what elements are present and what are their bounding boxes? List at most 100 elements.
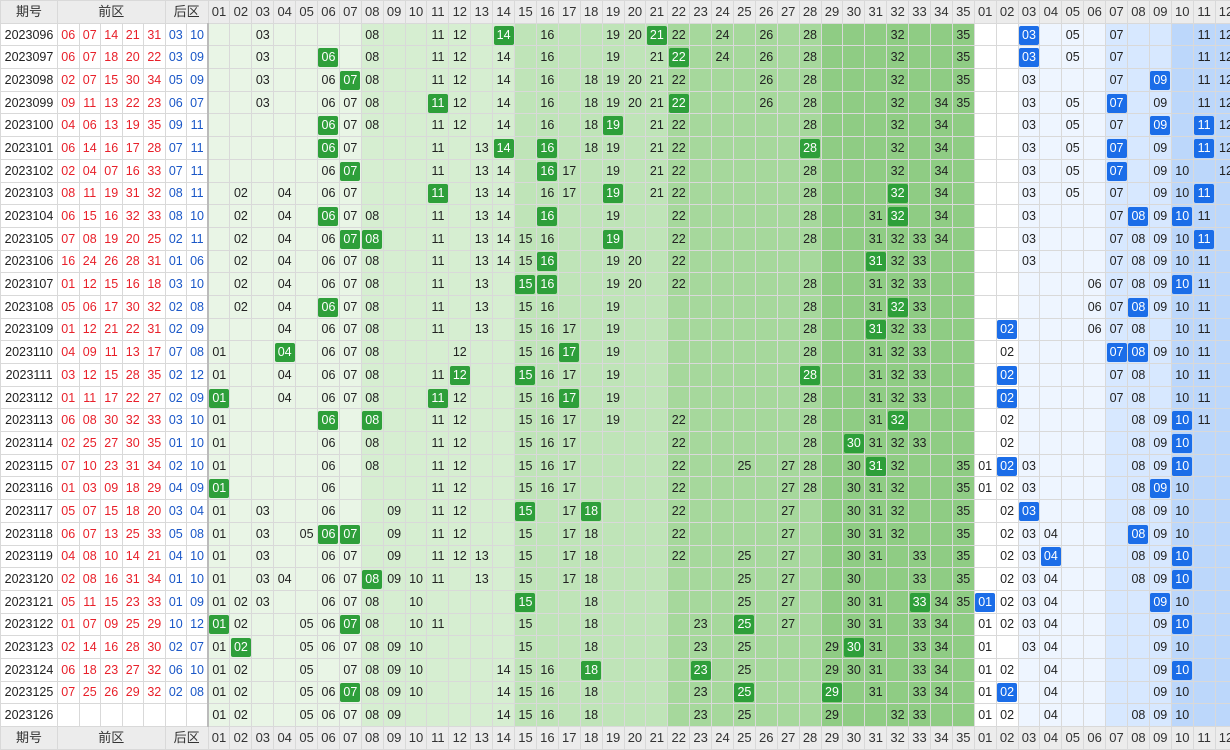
front-trend-cell xyxy=(624,590,646,613)
front-ball: 23 xyxy=(101,454,123,477)
front-trend-cell xyxy=(230,46,252,69)
front-ball: 21 xyxy=(122,23,144,46)
front-trend-cell xyxy=(646,613,668,636)
front-trend-cell: 31 xyxy=(865,386,887,409)
front-trend-cell xyxy=(339,46,361,69)
front-trend-cell xyxy=(777,432,799,455)
back-trend-cell: 11 xyxy=(1193,137,1215,160)
front-trend-cell: 01 xyxy=(208,704,230,727)
front-trend-cell xyxy=(690,250,712,273)
front-ball: 19 xyxy=(101,182,123,205)
front-trend-cell xyxy=(930,46,952,69)
front-trend-number: 09 xyxy=(387,549,401,563)
front-trend-cell xyxy=(383,227,405,250)
front-trend-number: 28 xyxy=(803,459,817,473)
back-trend-cell: 08 xyxy=(1127,432,1149,455)
front-trend-cell xyxy=(755,295,777,318)
front-hit-marker: 15 xyxy=(515,593,535,612)
front-trend-cell xyxy=(865,704,887,727)
front-trend-number: 11 xyxy=(431,277,444,291)
back-trend-cell: 09 xyxy=(1149,545,1171,568)
front-trend-cell xyxy=(427,704,449,727)
front-trend-number: 15 xyxy=(519,254,533,268)
front-trend-cell xyxy=(602,432,624,455)
front-trend-number: 30 xyxy=(847,527,861,541)
front-hit-marker: 28 xyxy=(800,139,820,158)
front-trend-cell: 07 xyxy=(339,386,361,409)
back-trend-number: 04 xyxy=(1044,617,1058,631)
front-trend-cell: 03 xyxy=(252,23,274,46)
front-trend-cell: 03 xyxy=(252,545,274,568)
front-trend-cell xyxy=(755,590,777,613)
front-trend-cell xyxy=(843,46,865,69)
front-ball xyxy=(122,704,144,727)
front-trend-cell: 04 xyxy=(274,273,296,296)
front-trend-cell xyxy=(361,137,383,160)
front-trend-number: 33 xyxy=(913,663,927,677)
back-trend-cell xyxy=(996,636,1018,659)
front-trend-cell xyxy=(843,341,865,364)
front-trend-cell xyxy=(274,46,296,69)
back-trend-number: 12 xyxy=(1219,28,1230,42)
back-trend-cell xyxy=(1127,159,1149,182)
back-trend-cell xyxy=(974,182,996,205)
back-trend-cell xyxy=(1018,658,1040,681)
back-trend-number: 12 xyxy=(1219,141,1230,155)
front-ball: 07 xyxy=(58,227,80,250)
front-ball: 12 xyxy=(79,364,101,387)
front-trend-cell xyxy=(624,704,646,727)
back-trend-cell: 02 xyxy=(996,409,1018,432)
front-trend-number: 13 xyxy=(475,254,489,268)
front-trend-number: 03 xyxy=(256,50,270,64)
front-trend-cell: 06 xyxy=(318,409,340,432)
front-trend-cell: 15 xyxy=(515,341,537,364)
front-trend-cell xyxy=(952,636,974,659)
front-trend-cell: 07 xyxy=(339,568,361,591)
front-trend-cell xyxy=(558,590,580,613)
front-trend-cell xyxy=(843,227,865,250)
front-trend-cell xyxy=(558,250,580,273)
back-trend-number: 02 xyxy=(1000,572,1014,586)
front-trend-number: 16 xyxy=(540,459,554,473)
back-trend-cell: 11 xyxy=(1193,114,1215,137)
back-trend-cell xyxy=(1215,477,1230,500)
front-trend-cell xyxy=(296,114,318,137)
back-trend-cell: 06 xyxy=(1084,273,1106,296)
front-trend-cell xyxy=(733,159,755,182)
front-ball: 25 xyxy=(79,681,101,704)
front-trend-cell xyxy=(515,205,537,228)
front-trend-number: 20 xyxy=(628,28,642,42)
back-trend-number: 10 xyxy=(1175,685,1189,699)
front-trend-number: 07 xyxy=(343,345,357,359)
front-trend-cell: 07 xyxy=(339,205,361,228)
back-trend-cell: 07 xyxy=(1106,46,1128,69)
front-ball: 04 xyxy=(58,341,80,364)
front-trend-cell: 12 xyxy=(449,409,471,432)
bottom-front-col-10: 10 xyxy=(405,727,427,750)
back-trend-number: 09 xyxy=(1153,164,1167,178)
back-trend-cell: 10 xyxy=(1171,658,1193,681)
front-ball: 22 xyxy=(122,386,144,409)
front-trend-cell: 02 xyxy=(230,250,252,273)
front-trend-cell xyxy=(383,477,405,500)
back-trend-number: 04 xyxy=(1044,527,1058,541)
front-trend-cell: 32 xyxy=(887,477,909,500)
front-ball: 25 xyxy=(79,432,101,455)
front-trend-number: 13 xyxy=(475,322,489,336)
front-trend-cell xyxy=(755,205,777,228)
back-trend-number: 03 xyxy=(1022,141,1036,155)
back-ball: 06 xyxy=(187,250,209,273)
back-trend-number: 07 xyxy=(1110,322,1124,336)
issue-number: 2023111 xyxy=(1,364,58,387)
back-trend-cell: 09 xyxy=(1149,409,1171,432)
front-trend-cell: 19 xyxy=(602,46,624,69)
front-trend-number: 33 xyxy=(913,708,927,722)
back-trend-cell: 01 xyxy=(974,681,996,704)
top-back-col-11: 11 xyxy=(1193,1,1215,24)
front-trend-cell xyxy=(274,681,296,704)
front-trend-number: 12 xyxy=(453,50,467,64)
top-front-col-12: 12 xyxy=(449,1,471,24)
